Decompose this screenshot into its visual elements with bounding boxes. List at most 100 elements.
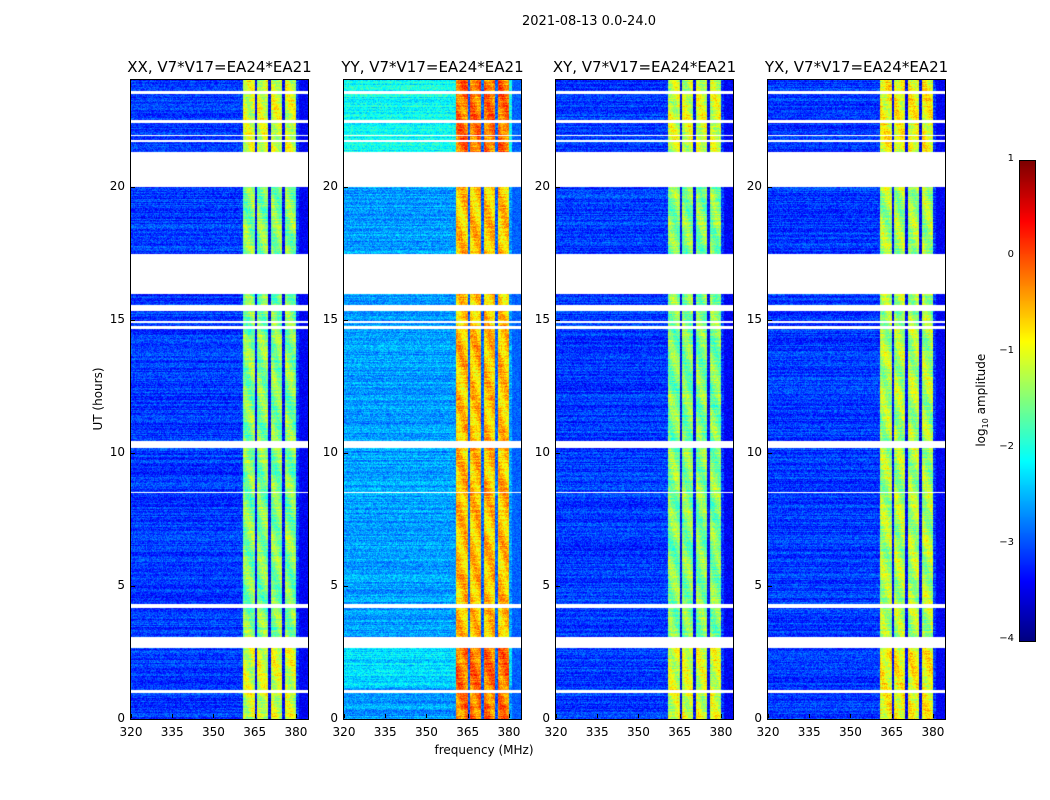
colorbar-label: log10 amplitude xyxy=(973,353,991,447)
x-tick-label: 350 xyxy=(415,725,438,739)
x-tick-label: 335 xyxy=(797,725,821,739)
x-tick-mark xyxy=(385,714,387,718)
y-tick-label: 20 xyxy=(534,178,550,193)
y-tick-label: 10 xyxy=(322,444,338,459)
y-tick-label: 20 xyxy=(746,178,762,193)
panel-3: YX, V7*V17=EA24*EA21 320 335 350 365 380 0 5 10 1… xyxy=(747,58,948,739)
y-tick-mark xyxy=(556,186,560,188)
x-tick-label: 380 xyxy=(709,725,733,739)
colorbar xyxy=(1019,160,1036,642)
y-tick-label: 0 xyxy=(330,711,338,725)
y-tick-mark xyxy=(344,319,348,321)
y-tick-label: 15 xyxy=(534,311,550,326)
heatmap-image xyxy=(768,80,945,719)
y-tick-label: 15 xyxy=(746,311,762,326)
y-tick-mark xyxy=(768,452,772,454)
panel-2: XY, V7*V17=EA24*EA21 320 335 350 365 380 0 5 10 1… xyxy=(535,58,736,739)
y-tick-mark xyxy=(344,452,348,454)
x-tick-mark xyxy=(508,714,510,718)
x-tick-label: 365 xyxy=(243,725,267,739)
y-tick-label: 5 xyxy=(330,577,338,592)
y-tick-label: 10 xyxy=(746,444,762,459)
x-tick-mark xyxy=(213,714,215,718)
colorbar-tick-label: −2 xyxy=(999,441,1014,452)
x-tick-mark xyxy=(254,714,256,718)
y-tick-mark xyxy=(344,186,348,188)
panel-0: XX, V7*V17=EA24*EA21 320 335 350 365 380 0 5 10 1… xyxy=(110,58,312,739)
y-tick-mark xyxy=(768,585,772,587)
x-tick-label: 335 xyxy=(160,725,184,739)
x-tick-label: 320 xyxy=(544,725,568,739)
y-tick-label: 15 xyxy=(109,311,125,326)
y-tick-mark xyxy=(131,585,135,587)
y-tick-mark xyxy=(344,585,348,587)
y-tick-mark xyxy=(131,719,135,720)
y-tick-mark xyxy=(131,186,135,188)
colorbar-tick-label: −1 xyxy=(999,345,1014,356)
x-tick-mark xyxy=(809,714,811,718)
y-tick-mark xyxy=(344,719,348,720)
y-tick-label: 5 xyxy=(542,577,550,592)
y-tick-mark xyxy=(768,186,772,188)
x-axis-label: frequency (MHz) xyxy=(434,743,534,757)
colorbar-tick-label: −4 xyxy=(999,633,1014,644)
colorbar-tick-label: 1 xyxy=(1007,153,1014,164)
x-tick-mark xyxy=(344,714,345,718)
x-tick-mark xyxy=(850,714,852,718)
x-tick-mark xyxy=(768,714,769,718)
x-tick-label: 380 xyxy=(497,725,521,739)
y-tick-label: 20 xyxy=(322,178,338,193)
panel-title: YY, V7*V17=EA24*EA21 xyxy=(341,58,524,76)
x-tick-mark xyxy=(932,714,934,718)
y-tick-label: 0 xyxy=(542,711,550,725)
x-tick-mark xyxy=(467,714,469,718)
y-tick-mark xyxy=(131,452,135,454)
y-tick-label: 5 xyxy=(754,577,762,592)
panel-title: XY, V7*V17=EA24*EA21 xyxy=(552,58,737,76)
y-tick-label: 0 xyxy=(754,711,762,725)
x-tick-label: 335 xyxy=(585,725,609,739)
y-tick-label: 0 xyxy=(117,711,125,725)
y-tick-mark xyxy=(768,319,772,321)
x-tick-mark xyxy=(679,714,681,718)
y-tick-label: 20 xyxy=(109,178,125,193)
x-tick-label: 380 xyxy=(921,725,945,739)
x-tick-mark xyxy=(638,714,640,718)
x-tick-mark xyxy=(891,714,893,718)
y-tick-label: 10 xyxy=(534,444,550,459)
y-tick-label: 15 xyxy=(322,311,338,326)
panel-title: YX, V7*V17=EA24*EA21 xyxy=(764,58,949,76)
heatmap-image xyxy=(131,80,308,719)
x-tick-label: 380 xyxy=(284,725,308,739)
x-tick-mark xyxy=(426,714,428,718)
y-tick-mark xyxy=(556,585,560,587)
x-tick-mark xyxy=(720,714,722,718)
x-tick-label: 335 xyxy=(373,725,397,739)
panel-title: XX, V7*V17=EA24*EA21 xyxy=(127,58,312,76)
x-tick-mark xyxy=(556,714,557,718)
x-tick-label: 350 xyxy=(627,725,650,739)
colorbar-tick-label: −3 xyxy=(999,537,1014,548)
y-axis-label: UT (hours) xyxy=(91,367,105,431)
y-tick-mark xyxy=(556,452,560,454)
y-tick-mark xyxy=(556,319,560,321)
x-tick-mark xyxy=(295,714,297,718)
x-tick-label: 365 xyxy=(880,725,904,739)
y-tick-mark xyxy=(131,319,135,321)
x-tick-label: 350 xyxy=(202,725,225,739)
colorbar-tick-label: 0 xyxy=(1007,249,1014,260)
x-tick-mark xyxy=(597,714,599,718)
x-tick-label: 365 xyxy=(456,725,480,739)
x-tick-label: 350 xyxy=(839,725,862,739)
x-tick-label: 365 xyxy=(668,725,692,739)
panel-1: YY, V7*V17=EA24*EA21 320 335 350 365 380 0 5 10 1… xyxy=(323,58,524,739)
y-tick-label: 5 xyxy=(117,577,125,592)
x-tick-label: 320 xyxy=(119,725,143,739)
x-tick-label: 320 xyxy=(756,725,780,739)
x-tick-mark xyxy=(172,714,174,718)
y-tick-mark xyxy=(556,719,560,720)
x-tick-mark xyxy=(131,714,132,718)
figure-title: 2021-08-13 0.0-24.0 xyxy=(522,14,656,29)
y-tick-label: 10 xyxy=(109,444,125,459)
